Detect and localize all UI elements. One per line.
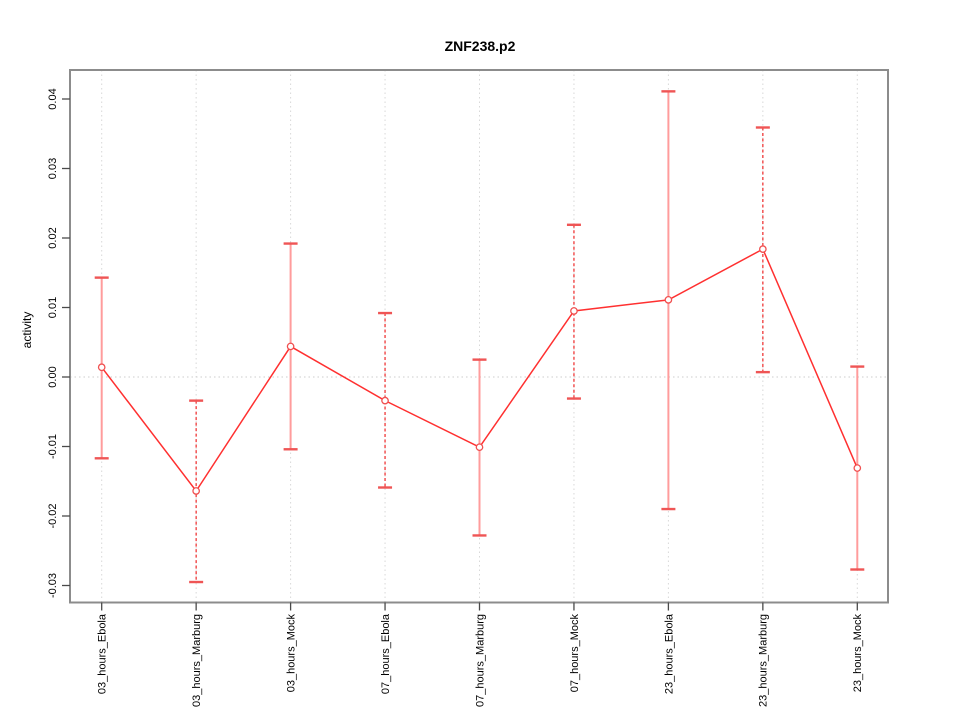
data-point-07_hours_Ebola <box>381 396 389 405</box>
x-tick-label: 03_hours_Mock <box>285 614 297 693</box>
chart-title: ZNF238.p2 <box>444 38 516 54</box>
data-point-07_hours_Marburg <box>475 443 484 452</box>
x-tick-label: 07_hours_Mock <box>569 614 581 693</box>
data-point-23_hours_Mock <box>853 464 862 472</box>
data-point-23_hours_Marburg <box>758 245 767 253</box>
y-tick-label: 0.02 <box>47 227 59 248</box>
x-tick-label: 23_hours_Mock <box>852 614 864 693</box>
y-tick-label: -0.01 <box>47 434 59 459</box>
data-point-07_hours_Mock <box>570 307 578 315</box>
x-tick-label: 03_hours_Marburg <box>191 614 203 707</box>
data-point-03_hours_Ebola <box>97 363 106 372</box>
y-tick-label: -0.02 <box>47 503 59 528</box>
y-tick-label: 0.01 <box>47 297 59 318</box>
x-tick-label: 07_hours_Ebola <box>380 613 392 694</box>
x-tick-label: 23_hours_Ebola <box>663 613 675 694</box>
y-tick-label: -0.03 <box>47 573 59 598</box>
data-point-23_hours_Ebola <box>664 296 673 304</box>
y-tick-label: 0.03 <box>47 158 59 179</box>
data-point-03_hours_Marburg <box>192 487 200 495</box>
y-tick-label: 0.00 <box>47 366 59 387</box>
x-tick-label: 23_hours_Marburg <box>758 614 770 707</box>
y-tick-label: 0.04 <box>47 88 59 109</box>
x-tick-label: 07_hours_Marburg <box>474 614 486 707</box>
x-tick-label: 03_hours_Ebola <box>97 613 109 694</box>
data-point-03_hours_Mock <box>286 342 295 351</box>
